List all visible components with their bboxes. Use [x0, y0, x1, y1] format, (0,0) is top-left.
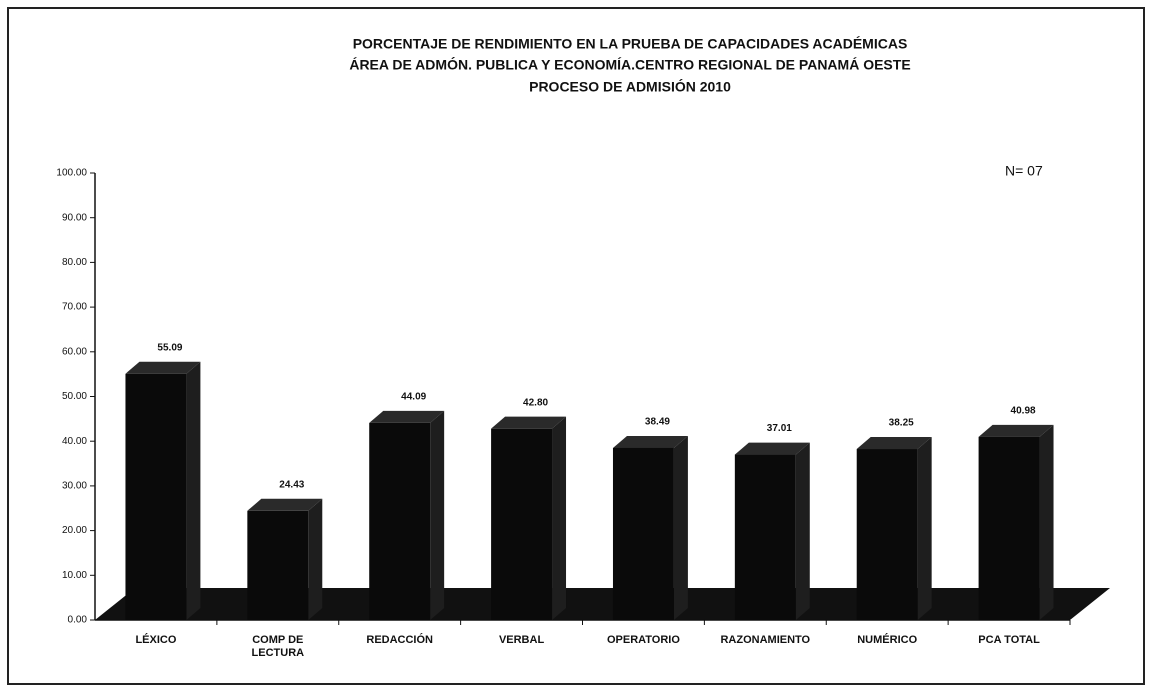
bar-top [978, 424, 1054, 437]
bar-side [917, 437, 932, 620]
y-tick-label: 10.00 [62, 570, 87, 581]
x-tick-label: PCA TOTAL [978, 634, 1040, 646]
bar [247, 510, 309, 620]
bar-top [125, 361, 201, 374]
x-tick-label: LÉXICO [135, 634, 177, 646]
x-tick-label: RAZONAMIENTO [720, 634, 811, 646]
value-label: 40.98 [1011, 405, 1036, 416]
bar-top [247, 498, 323, 511]
y-tick-label: 60.00 [62, 346, 87, 357]
value-label: 38.49 [645, 417, 670, 428]
y-tick-label: 90.00 [62, 212, 87, 223]
chart-title: PROCESO DE ADMISIÓN 2010 [529, 78, 731, 95]
value-label: 24.43 [279, 479, 304, 490]
bar [125, 373, 187, 620]
chart-title: PORCENTAJE DE RENDIMIENTO EN LA PRUEBA D… [353, 36, 908, 52]
bar-side [673, 435, 688, 620]
bar-top [856, 437, 932, 450]
bar-side [795, 442, 810, 620]
bar [491, 428, 553, 620]
y-tick-label: 100.00 [56, 168, 87, 179]
x-tick-label: VERBAL [498, 634, 545, 646]
bar-top [612, 435, 688, 448]
bar-side [430, 410, 445, 620]
bar [978, 436, 1040, 620]
bar [612, 447, 674, 620]
y-tick-label: 80.00 [62, 257, 87, 268]
bar [856, 449, 918, 620]
x-tick-label: COMP DE LECTURA [251, 634, 305, 659]
value-label: 42.80 [523, 397, 548, 408]
chart-title: ÁREA DE ADMÓN. PUBLICA Y ECONOMÍA.CENTRO… [349, 56, 910, 73]
value-label: 38.25 [889, 418, 914, 429]
frame [7, 7, 1145, 685]
bar-side [308, 498, 323, 620]
value-label: 55.09 [157, 342, 182, 353]
y-tick-label: 40.00 [62, 436, 87, 447]
bar-side [186, 361, 201, 620]
bar-side [1039, 424, 1054, 620]
x-tick-label: OPERATORIO [606, 634, 680, 646]
y-tick-label: 30.00 [62, 481, 87, 492]
x-tick-label: REDACCIÓN [366, 634, 433, 646]
bar [369, 422, 431, 620]
value-label: 37.01 [767, 423, 792, 434]
floor [95, 588, 1110, 620]
value-label: 44.09 [401, 392, 426, 403]
bar [734, 454, 796, 620]
annotation: N= 07 [1005, 163, 1043, 179]
y-tick-label: 50.00 [62, 391, 87, 402]
bar-top [491, 416, 567, 429]
bar-top [369, 410, 445, 423]
bar-top [734, 442, 810, 455]
y-tick-label: 20.00 [62, 525, 87, 536]
y-tick-label: 0.00 [68, 615, 88, 626]
bar-side [552, 416, 567, 620]
x-tick-label: NUMÉRICO [857, 634, 918, 646]
y-tick-label: 70.00 [62, 302, 87, 313]
